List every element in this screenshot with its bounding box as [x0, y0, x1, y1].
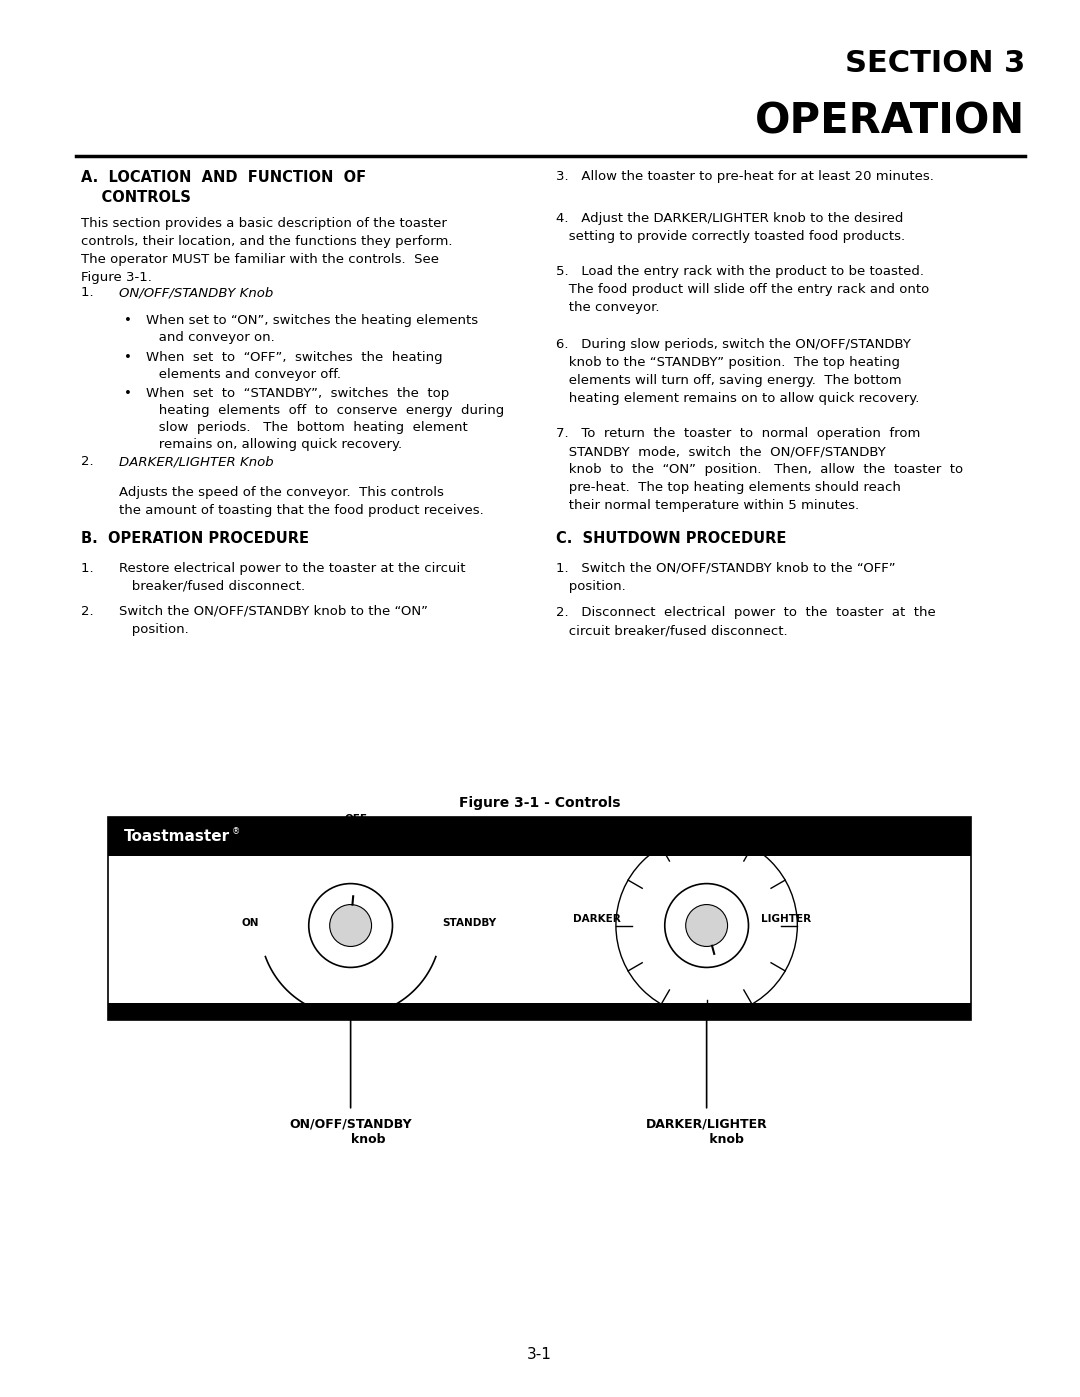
- Text: When  set  to  “OFF”,  switches  the  heating
   elements and conveyor off.: When set to “OFF”, switches the heating …: [146, 351, 443, 380]
- Text: 6.   During slow periods, switch the ON/OFF/STANDBY
   knob to the “STANDBY” pos: 6. During slow periods, switch the ON/OF…: [555, 338, 919, 405]
- Ellipse shape: [309, 884, 392, 968]
- Text: OPERATION: OPERATION: [755, 101, 1025, 142]
- Text: ON/OFF/STANDBY
        knob: ON/OFF/STANDBY knob: [289, 1118, 411, 1146]
- Text: LIGHTER: LIGHTER: [760, 914, 811, 923]
- Text: •: •: [124, 351, 132, 363]
- Ellipse shape: [665, 884, 748, 968]
- Text: B.  OPERATION PROCEDURE: B. OPERATION PROCEDURE: [81, 531, 309, 546]
- Text: 2.: 2.: [81, 455, 106, 468]
- FancyBboxPatch shape: [248, 821, 561, 852]
- Text: A.  LOCATION  AND  FUNCTION  OF
    CONTROLS: A. LOCATION AND FUNCTION OF CONTROLS: [81, 170, 366, 205]
- FancyBboxPatch shape: [108, 817, 971, 1020]
- Text: ON/OFF/STANDBY Knob: ON/OFF/STANDBY Knob: [119, 286, 273, 299]
- Text: 2.   Disconnect  electrical  power  to  the  toaster  at  the
   circuit breaker: 2. Disconnect electrical power to the to…: [555, 606, 935, 637]
- Text: 2.: 2.: [81, 605, 106, 617]
- Text: 3.   Allow the toaster to pre-heat for at least 20 minutes.: 3. Allow the toaster to pre-heat for at …: [555, 170, 933, 183]
- Text: DARKER/LIGHTER Knob: DARKER/LIGHTER Knob: [119, 455, 273, 468]
- Text: •: •: [124, 387, 132, 400]
- Text: DARKER: DARKER: [572, 914, 620, 923]
- Text: Restore electrical power to the toaster at the circuit
   breaker/fused disconne: Restore electrical power to the toaster …: [119, 562, 465, 592]
- Text: When set to “ON”, switches the heating elements
   and conveyor on.: When set to “ON”, switches the heating e…: [146, 314, 477, 344]
- Text: 7.   To  return  the  toaster  to  normal  operation  from
   STANDBY  mode,  sw: 7. To return the toaster to normal opera…: [555, 427, 962, 513]
- Text: •: •: [124, 314, 132, 327]
- Ellipse shape: [686, 905, 728, 947]
- Ellipse shape: [329, 905, 372, 947]
- FancyBboxPatch shape: [108, 817, 971, 856]
- Text: Toastmaster: Toastmaster: [124, 830, 230, 844]
- FancyBboxPatch shape: [108, 1003, 971, 1020]
- Text: 3-1: 3-1: [527, 1347, 552, 1362]
- Text: SECTION 3: SECTION 3: [845, 49, 1025, 78]
- Text: C.  SHUTDOWN PROCEDURE: C. SHUTDOWN PROCEDURE: [555, 531, 786, 546]
- Text: 5.   Load the entry rack with the product to be toasted.
   The food product wil: 5. Load the entry rack with the product …: [555, 265, 929, 314]
- Text: DARKER/LIGHTER
         knob: DARKER/LIGHTER knob: [646, 1118, 768, 1146]
- Text: Bagel/Muffin Toaster: Bagel/Muffin Toaster: [798, 830, 955, 844]
- Text: 1.: 1.: [81, 286, 106, 299]
- Text: ON: ON: [242, 918, 259, 928]
- Text: This section provides a basic description of the toaster
controls, their locatio: This section provides a basic descriptio…: [81, 217, 453, 284]
- Text: STANDBY: STANDBY: [443, 918, 497, 928]
- Text: Adjusts the speed of the conveyor.  This controls
the amount of toasting that th: Adjusts the speed of the conveyor. This …: [119, 486, 484, 517]
- Text: Switch the ON/OFF/STANDBY knob to the “ON”
   position.: Switch the ON/OFF/STANDBY knob to the “O…: [119, 605, 428, 636]
- Text: When  set  to  “STANDBY”,  switches  the  top
   heating  elements  off  to  con: When set to “STANDBY”, switches the top …: [146, 387, 504, 451]
- Text: 1.   Switch the ON/OFF/STANDBY knob to the “OFF”
   position.: 1. Switch the ON/OFF/STANDBY knob to the…: [555, 562, 895, 592]
- Text: 1.: 1.: [81, 562, 106, 574]
- Text: Figure 3-1 - Controls: Figure 3-1 - Controls: [459, 796, 620, 810]
- Text: 4.   Adjust the DARKER/LIGHTER knob to the desired
   setting to provide correct: 4. Adjust the DARKER/LIGHTER knob to the…: [555, 212, 905, 243]
- Text: OFF: OFF: [345, 813, 367, 823]
- Text: ®: ®: [232, 827, 240, 835]
